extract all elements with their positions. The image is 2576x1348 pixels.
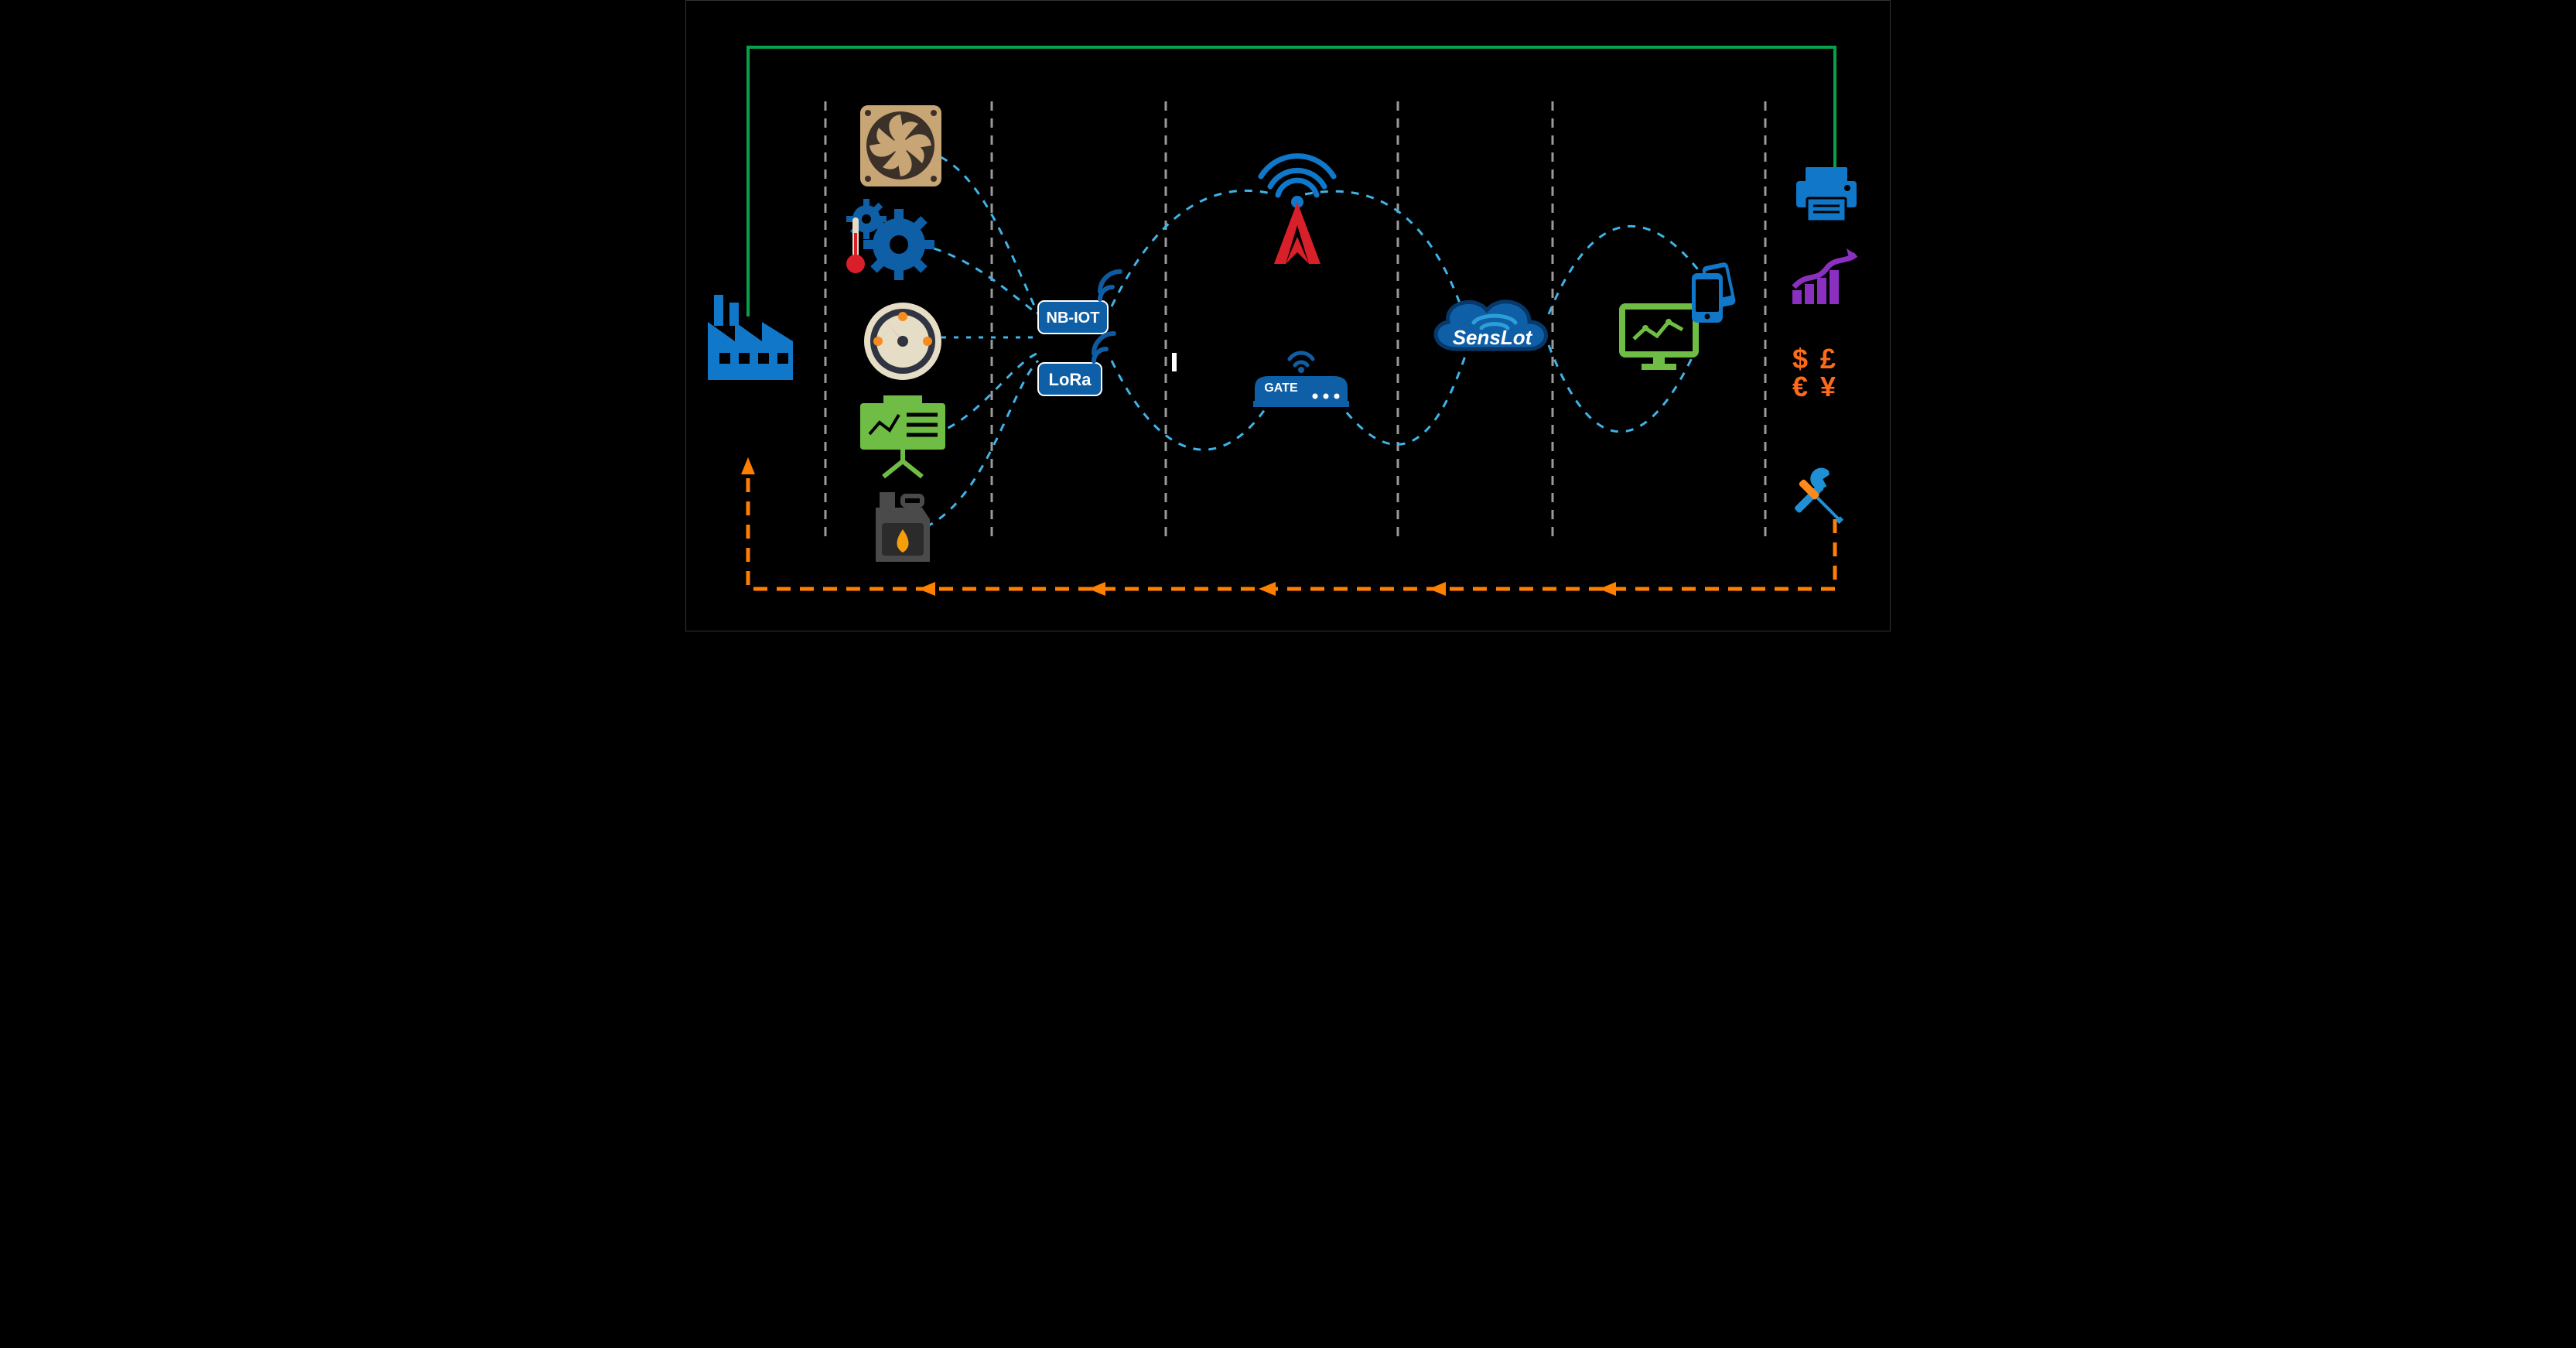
factory-icon: [708, 295, 793, 380]
antenna-tower-icon: [1261, 156, 1334, 264]
nbiot-module-icon: NB-IOT: [1038, 272, 1120, 334]
svg-text:£: £: [1820, 343, 1836, 375]
presentation-board-icon: [860, 395, 945, 477]
lora-module-icon: LoRa: [1038, 334, 1114, 395]
gate-label: GATE: [1264, 381, 1298, 395]
gateway-icon: GATE: [1253, 353, 1349, 407]
fan-icon: [860, 105, 941, 186]
senslot-cloud-icon: SensLot: [1436, 302, 1546, 349]
svg-text:€: €: [1792, 371, 1808, 402]
tools-icon: [1785, 464, 1844, 525]
printer-icon: [1796, 167, 1857, 221]
nbiot-label: NB-IOT: [1047, 310, 1100, 327]
phones-icon: [1692, 262, 1736, 323]
diagram-svg: NB-IOT LoRa: [686, 1, 1890, 631]
tick-mark: [1172, 353, 1177, 371]
gauge-icon: [864, 303, 941, 380]
monitor-icon: [1622, 306, 1696, 370]
currency-icon: $ £ € ¥: [1792, 343, 1836, 402]
gears-thermometer-icon: [846, 199, 934, 280]
svg-text:$: $: [1792, 343, 1808, 375]
cloud-label: SensLot: [1453, 326, 1533, 349]
lora-label: LoRa: [1049, 370, 1092, 389]
oil-canister-icon: [876, 492, 930, 562]
iot-architecture-diagram: NB-IOT LoRa: [685, 0, 1891, 631]
growth-chart-icon: [1792, 248, 1856, 304]
svg-text:¥: ¥: [1820, 371, 1836, 402]
blue-connections: [926, 152, 1700, 527]
